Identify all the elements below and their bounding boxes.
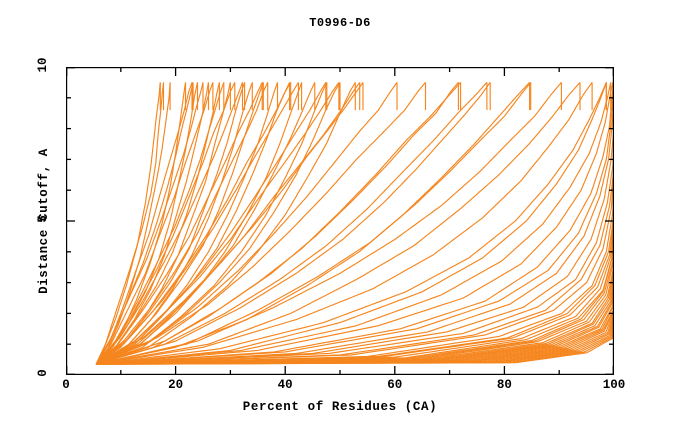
- series-line: [96, 104, 614, 365]
- series-line: [96, 153, 614, 365]
- series-line: [95, 82, 364, 365]
- plot-canvas: [66, 67, 614, 375]
- series-line: [95, 82, 246, 365]
- series-line: [95, 82, 328, 365]
- series-line: [96, 82, 614, 365]
- series-line: [95, 82, 341, 365]
- series-line: [96, 85, 614, 365]
- series-line: [96, 82, 614, 365]
- axis-frame: [66, 67, 614, 375]
- series-line: [96, 205, 614, 365]
- series-line: [95, 82, 171, 365]
- y-tick-label-10: 10: [36, 57, 50, 73]
- series-line: [95, 82, 292, 365]
- series-line: [96, 94, 614, 365]
- series-line: [95, 82, 462, 365]
- series-line: [96, 236, 614, 365]
- series-line: [96, 82, 593, 365]
- series-line: [95, 82, 316, 365]
- x-tick-label-80: 80: [496, 378, 512, 392]
- series-line: [95, 82, 161, 365]
- x-axis-label: Percent of Residues (CA): [242, 400, 438, 414]
- series-line: [96, 199, 614, 365]
- series-line: [96, 82, 614, 365]
- plot-area: [66, 67, 614, 375]
- series-line: [96, 193, 614, 365]
- series-line: [96, 224, 614, 365]
- x-tick-label-0: 0: [62, 378, 70, 392]
- series-line: [96, 227, 614, 365]
- series-line: [95, 82, 214, 365]
- series-line: [96, 97, 614, 365]
- series-line: [95, 82, 398, 365]
- series-line: [96, 82, 614, 365]
- series-line: [95, 82, 193, 365]
- x-tick-label-100: 100: [602, 378, 626, 392]
- series-line: [95, 82, 356, 365]
- series-line: [95, 82, 532, 365]
- series-line: [95, 82, 204, 365]
- series-line: [96, 181, 614, 365]
- series-line: [95, 82, 531, 365]
- chart-title: T0996-D6: [309, 16, 371, 30]
- x-tick-label-40: 40: [277, 378, 293, 392]
- series-line: [96, 82, 612, 365]
- series-line: [96, 211, 614, 365]
- series-line: [95, 82, 225, 365]
- series-line: [96, 230, 614, 365]
- series-line: [96, 187, 614, 365]
- series-line: [96, 119, 614, 365]
- series-line: [96, 82, 607, 365]
- series-line: [96, 214, 614, 365]
- series-line: [96, 171, 614, 365]
- series-line: [96, 100, 614, 365]
- series-line: [96, 88, 614, 365]
- data-series-group: [95, 82, 614, 365]
- series-line: [95, 82, 488, 365]
- series-line: [95, 82, 165, 365]
- series-line: [95, 82, 236, 365]
- series-line: [96, 221, 614, 365]
- series-line: [96, 82, 581, 365]
- series-line: [95, 82, 269, 365]
- series-line: [96, 82, 607, 365]
- series-line: [96, 82, 614, 365]
- series-line: [95, 82, 264, 365]
- series-line: [95, 82, 491, 365]
- series-line: [95, 82, 263, 365]
- series-line: [96, 233, 614, 365]
- series-line: [96, 144, 614, 365]
- series-line: [95, 82, 361, 365]
- x-tick-label-60: 60: [387, 378, 403, 392]
- series-line: [95, 82, 426, 365]
- series-line: [95, 82, 340, 365]
- x-tick-label-20: 20: [168, 378, 184, 392]
- series-line: [96, 91, 614, 365]
- series-line: [95, 82, 459, 365]
- series-line: [96, 162, 614, 365]
- y-tick-label-5: 5: [36, 215, 50, 223]
